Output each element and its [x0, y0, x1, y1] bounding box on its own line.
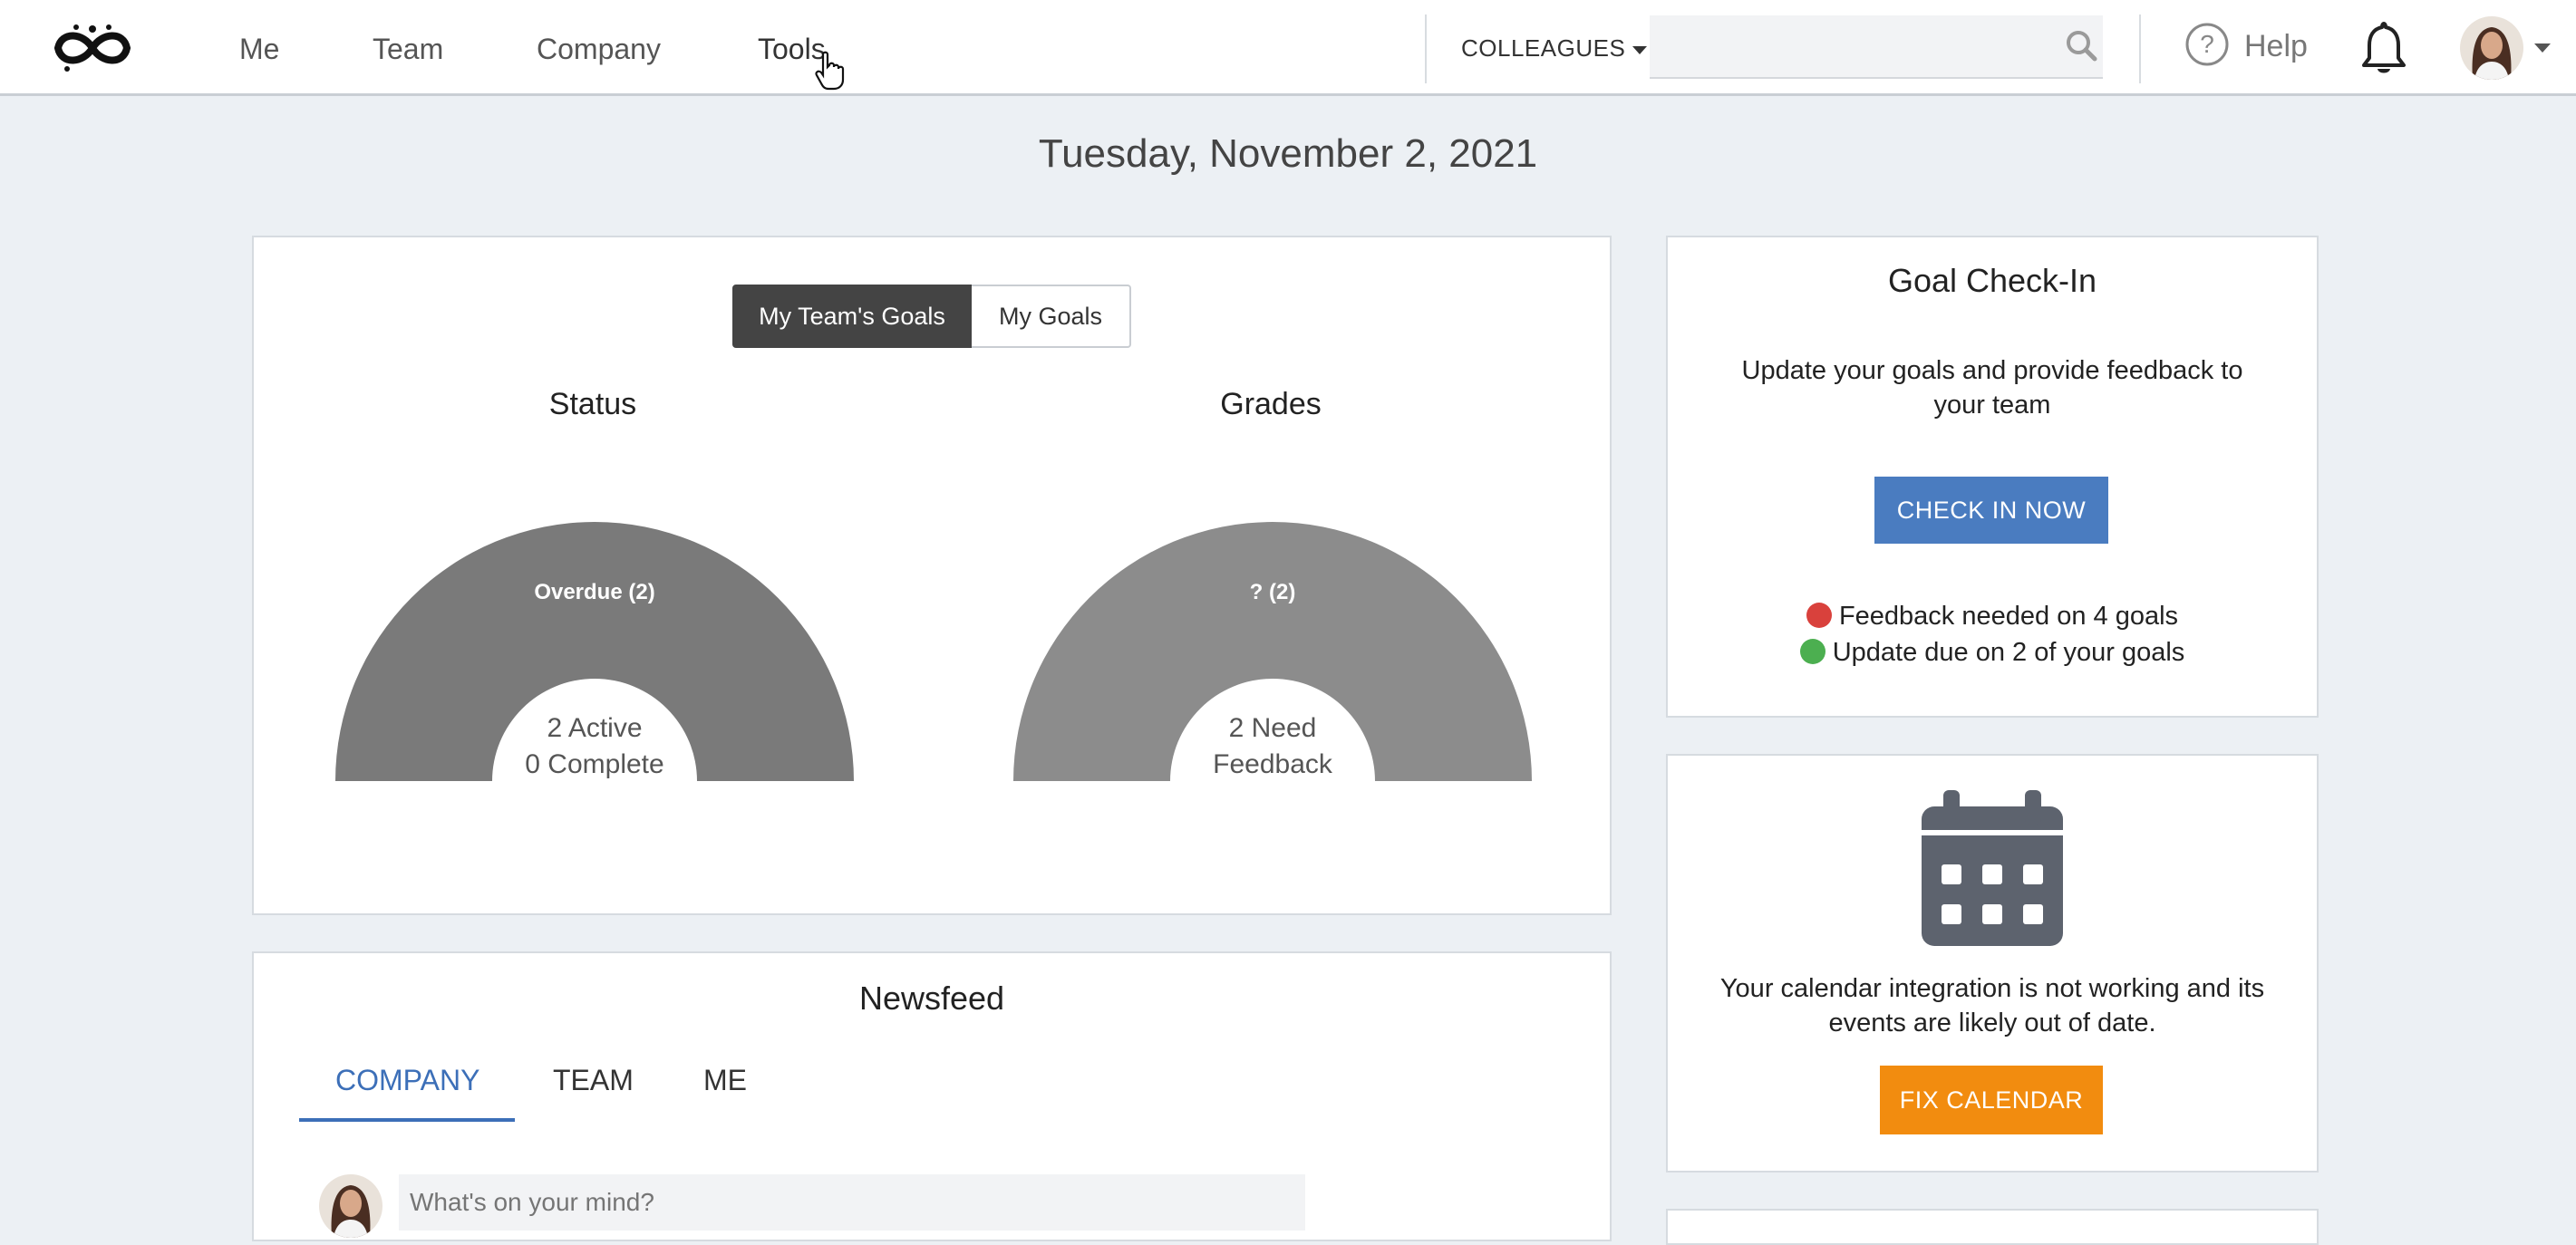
- feedback-needed-line: Feedback needed on 4 goals: [1668, 598, 2317, 634]
- status-complete-count: 0 Complete: [525, 749, 664, 779]
- update-due-line: Update due on 2 of your goals: [1668, 634, 2317, 671]
- newsfeed-card: Newsfeed COMPANY TEAM ME: [252, 951, 1612, 1241]
- status-center-text: 2 Active 0 Complete: [335, 710, 854, 783]
- status-gauge[interactable]: [335, 522, 854, 785]
- my-goals-button[interactable]: My Goals: [972, 285, 1131, 348]
- chevron-down-icon[interactable]: [2534, 43, 2551, 53]
- calendar-warning-text: Your calendar integration is not working…: [1719, 974, 2265, 1038]
- top-navigation-bar: Me Team Company Tools COLLEAGUES ? Help: [0, 0, 2576, 96]
- calendar-card: Your calendar integration is not working…: [1666, 754, 2319, 1173]
- goals-card: My Team's Goals My Goals Status Grades O…: [252, 236, 1612, 915]
- status-active-count: 2 Active: [547, 713, 643, 743]
- nav-divider: [2139, 14, 2141, 83]
- checkin-description: Update your goals and provide feedback t…: [1741, 356, 2243, 420]
- help-label: Help: [2244, 29, 2308, 63]
- chevron-down-icon: [1632, 45, 1648, 54]
- active-tab-indicator: [299, 1118, 515, 1122]
- grades-center-text: 2 Need Feedback: [1013, 710, 1532, 783]
- tab-me[interactable]: ME: [703, 1064, 747, 1096]
- grades-need-line: 2 Need: [1228, 713, 1317, 743]
- feedback-needed-text: Feedback needed on 4 goals: [1838, 602, 2179, 631]
- update-due-text: Update due on 2 of your goals: [1832, 638, 2185, 667]
- tab-company[interactable]: COMPANY: [335, 1064, 480, 1096]
- post-input[interactable]: [399, 1174, 1305, 1231]
- help-icon: ?: [2185, 23, 2229, 66]
- nav-tools[interactable]: Tools: [758, 33, 826, 65]
- calendar-icon: [1922, 790, 2063, 946]
- grades-chart-title: Grades: [1220, 387, 1322, 421]
- colleagues-label: COLLEAGUES: [1461, 34, 1626, 62]
- page-date: Tuesday, November 2, 2021: [1038, 131, 1538, 176]
- nav-company[interactable]: Company: [537, 33, 661, 65]
- tab-team[interactable]: TEAM: [553, 1064, 634, 1096]
- logo-icon[interactable]: [49, 22, 136, 74]
- my-teams-goals-button[interactable]: My Team's Goals: [732, 285, 972, 348]
- search-icon[interactable]: [2065, 29, 2097, 62]
- red-status-dot-icon: [1806, 603, 1832, 628]
- svg-text:?: ?: [2200, 30, 2214, 58]
- nav-team[interactable]: Team: [373, 33, 444, 65]
- grades-segment-label: ? (2): [1249, 580, 1296, 604]
- avatar[interactable]: [2460, 16, 2523, 80]
- next-card-partial: [1666, 1209, 2319, 1245]
- status-chart-title: Status: [548, 387, 637, 421]
- hand-cursor-icon: [815, 51, 845, 91]
- avatar: [319, 1174, 383, 1238]
- colleagues-dropdown[interactable]: COLLEAGUES: [1461, 33, 1648, 63]
- nav-me[interactable]: Me: [239, 33, 280, 65]
- grades-gauge[interactable]: [1013, 522, 1532, 785]
- grades-feedback-line: Feedback: [1213, 749, 1332, 779]
- goals-toggle: My Team's Goals My Goals: [732, 285, 1131, 348]
- nav-divider: [1425, 14, 1427, 83]
- checkin-title: Goal Check-In: [1887, 262, 2097, 299]
- search-input[interactable]: [1650, 15, 2103, 79]
- green-status-dot-icon: [1799, 639, 1825, 664]
- newsfeed-title: Newsfeed: [858, 980, 1005, 1017]
- check-in-now-button[interactable]: CHECK IN NOW: [1874, 477, 2108, 544]
- goal-checkin-card: Goal Check-In Update your goals and prov…: [1666, 236, 2319, 718]
- bell-icon[interactable]: [2358, 20, 2409, 76]
- fix-calendar-button[interactable]: FIX CALENDAR: [1880, 1066, 2103, 1134]
- status-segment-label: Overdue (2): [534, 580, 655, 604]
